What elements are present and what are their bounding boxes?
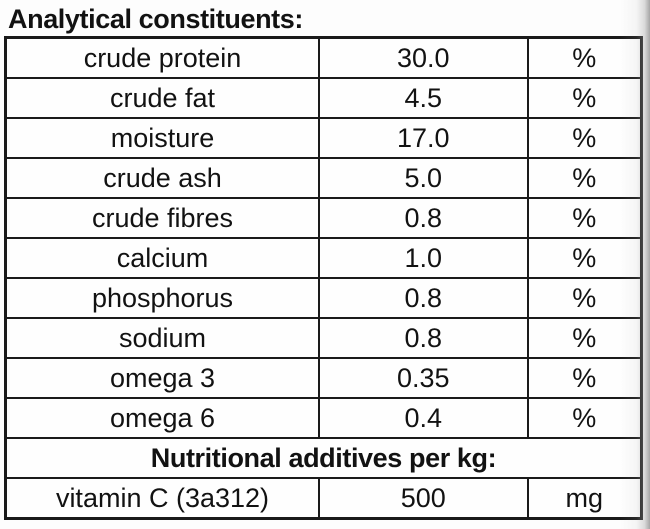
table-row: crude ash 5.0 %: [4, 157, 643, 199]
table-row: phosphorus 0.8 %: [4, 277, 643, 319]
nutrient-value-cell: 0.8: [317, 277, 529, 319]
nutrient-unit-cell: %: [526, 397, 643, 439]
nutrient-unit-cell: %: [526, 237, 643, 279]
analytical-constituents-table: crude protein 30.0 % crude fat 4.5 % moi…: [4, 36, 643, 520]
nutrient-name-cell: crude protein: [4, 36, 320, 79]
table-row: moisture 17.0 %: [4, 117, 643, 159]
nutrient-value-cell: 0.8: [317, 197, 529, 239]
nutrient-unit-cell: %: [526, 317, 643, 359]
nutrient-name-cell: calcium: [4, 237, 320, 279]
additive-value-cell: 500: [317, 477, 529, 520]
table-row: omega 6 0.4 %: [4, 397, 643, 439]
nutrient-name-cell: omega 6: [4, 397, 320, 439]
additive-name-cell: vitamin C (3a312): [4, 477, 320, 520]
nutrient-unit-cell: %: [526, 36, 643, 79]
nutrient-value-cell: 30.0: [317, 36, 529, 79]
table-row: vitamin C (3a312) 500 mg: [4, 477, 643, 520]
nutrient-value-cell: 0.8: [317, 317, 529, 359]
section-header-cell: Nutritional additives per kg:: [4, 437, 643, 479]
table-row: calcium 1.0 %: [4, 237, 643, 279]
nutrient-unit-cell: %: [526, 357, 643, 399]
nutrient-value-cell: 0.4: [317, 397, 529, 439]
nutrient-name-cell: moisture: [4, 117, 320, 159]
nutrient-name-cell: crude ash: [4, 157, 320, 199]
nutrient-name-cell: sodium: [4, 317, 320, 359]
nutrient-value-cell: 4.5: [317, 77, 529, 119]
nutrient-value-cell: 5.0: [317, 157, 529, 199]
table-row: crude fibres 0.8 %: [4, 197, 643, 239]
nutrient-unit-cell: %: [526, 157, 643, 199]
nutrient-unit-cell: %: [526, 277, 643, 319]
nutrient-value-cell: 1.0: [317, 237, 529, 279]
nutrient-name-cell: crude fibres: [4, 197, 320, 239]
nutrient-value-cell: 17.0: [317, 117, 529, 159]
table-row: crude fat 4.5 %: [4, 77, 643, 119]
additive-unit-cell: mg: [526, 477, 643, 520]
nutrient-unit-cell: %: [526, 197, 643, 239]
nutrient-name-cell: omega 3: [4, 357, 320, 399]
nutrient-unit-cell: %: [526, 117, 643, 159]
nutrient-name-cell: phosphorus: [4, 277, 320, 319]
nutrient-unit-cell: %: [526, 77, 643, 119]
table-row: omega 3 0.35 %: [4, 357, 643, 399]
table-row: sodium 0.8 %: [4, 317, 643, 359]
section-header-row: Nutritional additives per kg:: [4, 437, 643, 479]
nutrient-name-cell: crude fat: [4, 77, 320, 119]
table-row: crude protein 30.0 %: [4, 36, 643, 79]
page-title: Analytical constituents:: [8, 4, 303, 34]
nutrient-value-cell: 0.35: [317, 357, 529, 399]
